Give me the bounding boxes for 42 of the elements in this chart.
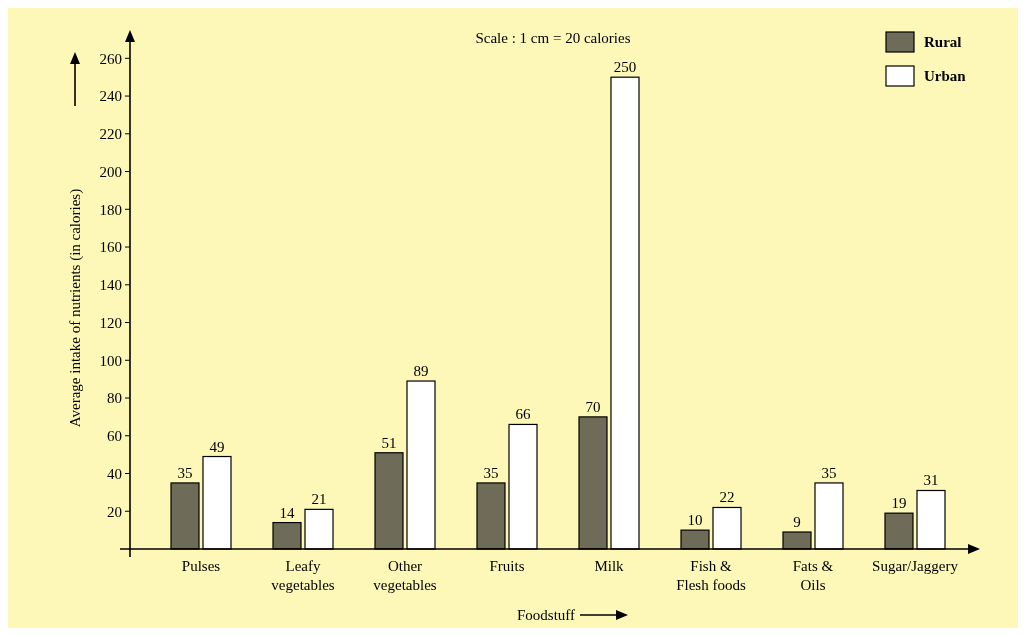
y-tick-label: 20 (107, 503, 122, 520)
data-label: 10 (687, 512, 703, 529)
x-tick-label: Milk (594, 558, 625, 574)
y-tick-label: 40 (107, 465, 122, 482)
y-tick-label: 80 (107, 390, 122, 407)
y-tick-label: 140 (99, 277, 122, 294)
annotation: Scale : 1 cm = 20 calories (475, 30, 631, 46)
data-label: 21 (311, 491, 327, 508)
y-tick-label: 260 (99, 50, 122, 67)
x-axis-title: Foodstuff (516, 607, 576, 623)
data-label: 9 (793, 514, 801, 531)
data-label: 35 (177, 464, 193, 481)
x-tick-label: Fish & Flesh foods (676, 558, 746, 593)
x-tick-label: Other vegetables (373, 558, 437, 593)
data-label: 22 (719, 489, 735, 506)
data-label: 250 (613, 59, 637, 76)
data-label: 35 (821, 464, 837, 481)
legend-label: Urban (924, 68, 967, 84)
data-label: 19 (891, 495, 907, 512)
x-tick-label: Pulses (181, 558, 221, 574)
y-tick-label: 200 (99, 163, 122, 180)
y-axis-title: Average intake of nutrients (in calories) (67, 188, 84, 428)
x-tick-label: Fats & Oils (792, 558, 834, 593)
x-tick-label: Leafy vegetables (271, 558, 335, 593)
data-label: 89 (413, 363, 429, 380)
data-label: 51 (381, 434, 397, 451)
y-tick-label: 240 (99, 88, 122, 105)
data-label: 70 (585, 398, 601, 415)
y-tick-label: 220 (99, 126, 122, 143)
x-tick-label: Fruits (489, 558, 525, 574)
y-tick-label: 100 (99, 352, 122, 369)
legend-label: Rural (924, 34, 962, 50)
data-label: 31 (923, 472, 939, 489)
data-label: 35 (483, 464, 499, 481)
y-tick-label: 120 (99, 314, 122, 331)
y-tick-label: 180 (99, 201, 122, 218)
data-label: 14 (279, 504, 295, 521)
y-tick-label: 60 (107, 428, 122, 445)
y-tick-label: 160 (99, 239, 122, 256)
x-tick-label: Sugar/Jaggery (872, 558, 959, 574)
data-label: 49 (209, 438, 225, 455)
data-label: 66 (515, 406, 531, 423)
